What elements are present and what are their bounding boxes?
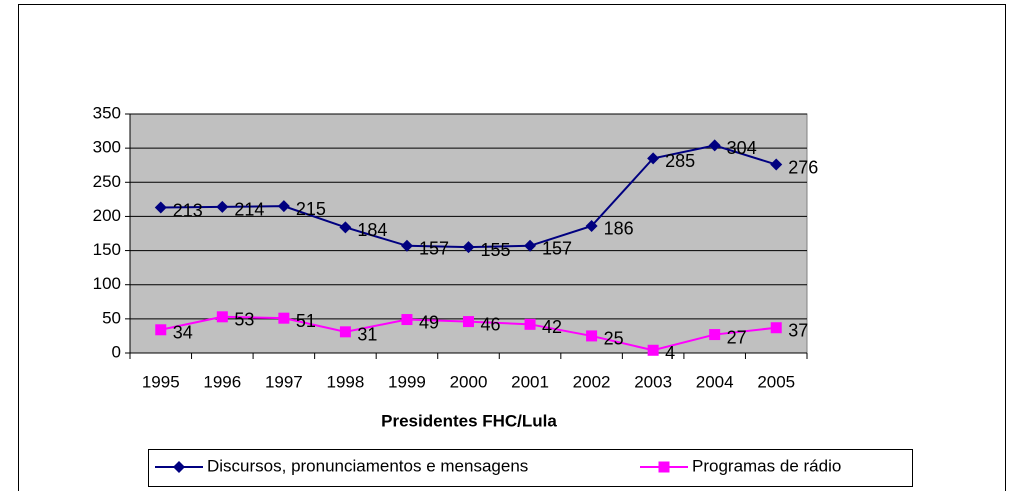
marker	[173, 461, 185, 473]
marker	[401, 314, 413, 326]
marker	[277, 200, 290, 213]
data-label: 49	[419, 312, 439, 332]
x-tick-label: 1999	[388, 372, 426, 391]
marker	[647, 344, 659, 356]
data-label: 304	[727, 138, 757, 158]
x-tick-label: 2001	[511, 372, 549, 391]
legend-label: Programas de rádio	[692, 456, 841, 475]
data-label: 155	[481, 240, 511, 260]
data-label: 276	[788, 157, 818, 177]
data-label: 46	[481, 314, 501, 334]
legend-label: Discursos, pronunciamentos e mensagens	[207, 456, 528, 475]
x-tick-label: 2005	[757, 372, 795, 391]
marker	[339, 326, 351, 338]
x-axis-label: Presidentes FHC/Lula	[381, 411, 557, 430]
y-tick-label: 300	[93, 138, 121, 157]
marker	[278, 312, 290, 324]
y-tick-label: 150	[93, 240, 121, 259]
marker	[463, 316, 474, 328]
data-label: 34	[173, 323, 193, 343]
x-tick-label: 1995	[142, 372, 180, 391]
data-label: 51	[296, 311, 316, 331]
data-label: 25	[604, 329, 624, 349]
data-label: 215	[296, 199, 326, 219]
data-label: 42	[542, 317, 562, 337]
y-tick-label: 350	[93, 103, 121, 122]
marker	[155, 324, 167, 336]
marker	[216, 311, 228, 323]
marker	[400, 239, 413, 252]
marker	[709, 329, 721, 341]
marker	[708, 139, 721, 152]
marker	[770, 158, 783, 171]
marker	[524, 239, 537, 252]
data-label: 157	[542, 239, 572, 259]
x-tick-label: 1997	[265, 372, 303, 391]
x-tick-label: 2004	[696, 372, 734, 391]
data-label: 214	[234, 200, 264, 220]
marker	[462, 241, 475, 254]
marker	[647, 152, 660, 165]
marker	[524, 318, 536, 330]
legend-box	[148, 449, 913, 487]
y-tick-label: 200	[93, 206, 121, 225]
x-tick-label: 1998	[326, 372, 364, 391]
x-tick-label: 2000	[450, 372, 488, 391]
marker	[154, 201, 167, 214]
marker	[585, 219, 598, 232]
y-tick-label: 50	[102, 308, 121, 327]
data-label: 31	[357, 325, 377, 345]
y-tick-label: 0	[112, 342, 121, 361]
data-label: 4	[665, 343, 675, 363]
data-label: 186	[604, 219, 634, 239]
data-label: 37	[788, 320, 808, 340]
x-tick-label: 2002	[573, 372, 611, 391]
x-tick-label: 2003	[634, 372, 672, 391]
data-label: 213	[173, 200, 203, 220]
y-tick-label: 100	[93, 274, 121, 293]
marker	[339, 221, 352, 234]
marker	[770, 322, 782, 334]
y-tick-label: 250	[93, 172, 121, 191]
data-label: 53	[234, 310, 254, 330]
data-label: 157	[419, 239, 449, 259]
data-label: 184	[357, 220, 387, 240]
marker	[658, 461, 670, 473]
x-tick-label: 1996	[203, 372, 241, 391]
data-label: 285	[665, 151, 695, 171]
marker	[216, 200, 229, 213]
marker	[586, 330, 598, 342]
data-label: 27	[727, 327, 747, 347]
